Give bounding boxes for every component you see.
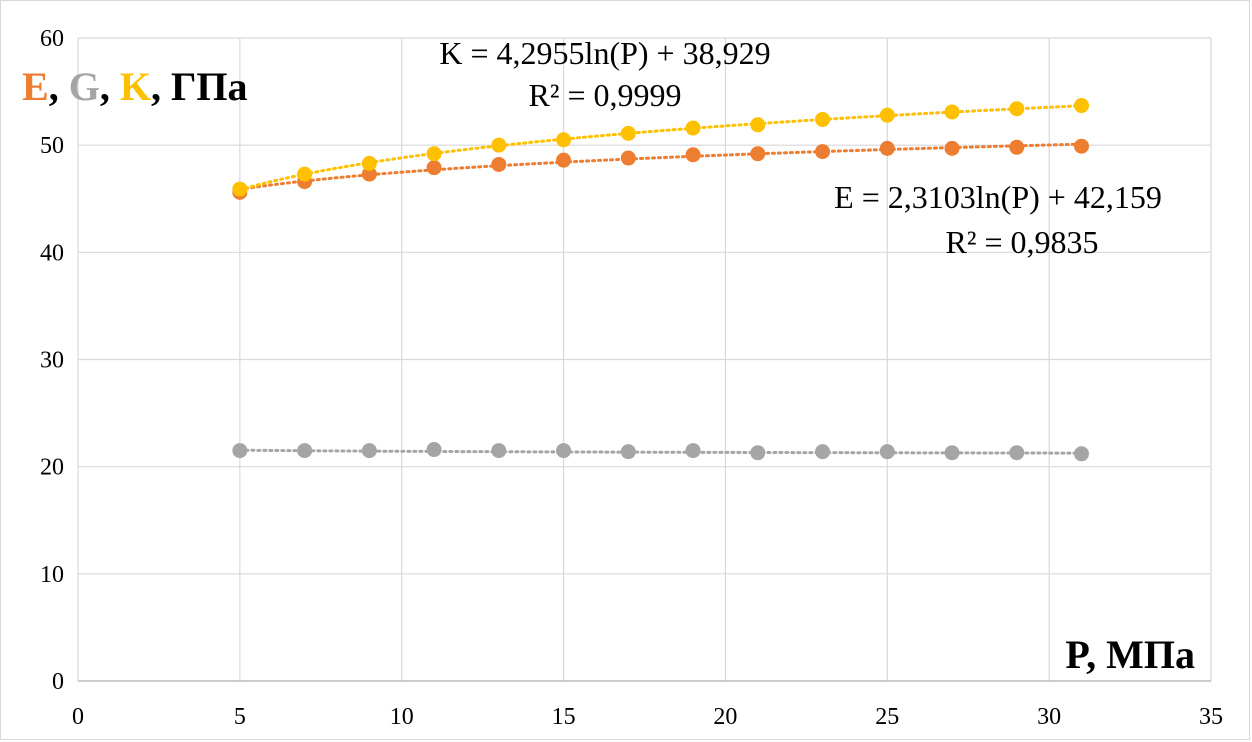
- trendline-e: [238, 142, 1084, 191]
- point-e: [879, 140, 895, 156]
- tick-labels: 0 10 20 30 40 50 60 0 5 10 15 20 25 30 35: [40, 26, 1223, 730]
- trendlines: [238, 104, 1084, 455]
- point-e: [1074, 138, 1090, 154]
- point-g: [879, 444, 895, 460]
- point-k: [426, 146, 442, 162]
- y-tick-label: 10: [40, 562, 64, 588]
- y-tick-label: 20: [40, 455, 64, 481]
- e-trend-r2: R² = 0,9835: [946, 224, 1099, 260]
- point-e: [426, 160, 442, 176]
- point-g: [361, 443, 377, 459]
- y-label-part: K: [120, 64, 151, 109]
- point-e: [944, 140, 960, 156]
- point-g: [426, 442, 442, 458]
- data-points: [232, 98, 1090, 462]
- x-tick-label: 15: [552, 704, 576, 730]
- point-e: [361, 166, 377, 182]
- y-label-part: , ГПа: [151, 64, 248, 109]
- point-g: [815, 444, 831, 460]
- k-trend-equation: K = 4,2955ln(P) + 38,929: [439, 35, 770, 71]
- point-g: [491, 443, 507, 459]
- point-g: [1074, 446, 1090, 462]
- point-e: [556, 152, 572, 168]
- point-k: [944, 104, 960, 120]
- k-trend-r2: R² = 0,9999: [529, 77, 682, 113]
- point-e: [491, 156, 507, 172]
- y-label-part: E: [22, 64, 49, 109]
- x-tick-label: 25: [875, 704, 899, 730]
- point-g: [944, 445, 960, 461]
- trendline-g: [238, 448, 1084, 455]
- point-g: [297, 443, 313, 459]
- x-tick-label: 10: [390, 704, 414, 730]
- point-g: [232, 443, 248, 459]
- point-g: [750, 445, 766, 461]
- point-k: [879, 107, 895, 123]
- point-k: [815, 111, 831, 127]
- gridlines: [77, 37, 1212, 682]
- point-k: [1009, 101, 1025, 117]
- point-k: [361, 155, 377, 171]
- x-tick-label: 35: [1199, 704, 1223, 730]
- point-g: [685, 443, 701, 459]
- point-k: [1074, 98, 1090, 114]
- point-e: [685, 147, 701, 163]
- y-tick-label: 60: [40, 26, 64, 52]
- y-tick-label: 40: [40, 240, 64, 266]
- point-e: [750, 146, 766, 162]
- point-k: [491, 137, 507, 153]
- point-k: [232, 181, 248, 197]
- y-label-part: G: [69, 64, 100, 109]
- y-tick-label: 0: [52, 669, 64, 695]
- x-tick-label: 5: [234, 704, 246, 730]
- e-trend-equation: E = 2,3103ln(P) + 42,159: [834, 179, 1162, 215]
- point-k: [685, 120, 701, 136]
- point-k: [620, 125, 636, 141]
- trendline-k: [238, 104, 1084, 192]
- point-g: [1009, 445, 1025, 461]
- x-tick-label: 30: [1037, 704, 1061, 730]
- y-label-part: ,: [49, 64, 69, 109]
- x-axis-label: P, МПа: [1065, 632, 1195, 677]
- y-axis-label: E, G, K, ГПа: [22, 64, 248, 109]
- y-label-part: ,: [100, 64, 120, 109]
- point-k: [556, 132, 572, 148]
- x-tick-label: 20: [713, 704, 737, 730]
- point-e: [815, 144, 831, 160]
- x-tick-label: 0: [72, 704, 84, 730]
- y-tick-label: 30: [40, 348, 64, 374]
- point-g: [556, 443, 572, 459]
- point-e: [1009, 139, 1025, 155]
- point-g: [620, 444, 636, 460]
- y-tick-label: 50: [40, 133, 64, 159]
- point-e: [620, 150, 636, 166]
- point-k: [297, 166, 313, 182]
- point-k: [750, 117, 766, 133]
